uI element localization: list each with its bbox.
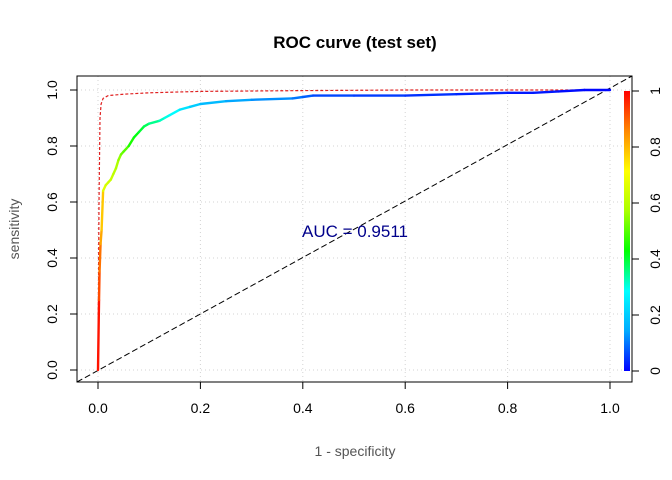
y-tick-label: 1.0 <box>44 80 60 100</box>
x-axis: 0.0 0.2 0.4 0.6 0.8 1.0 <box>88 382 620 416</box>
y-axis: 0.0 0.2 0.4 0.6 0.8 1.0 <box>44 80 77 380</box>
roc-curve <box>96 88 612 372</box>
y-tick-label: 0.8 <box>44 136 60 156</box>
roc-curve-segment <box>147 119 161 125</box>
colorbar-tick-label: 1 <box>647 87 663 95</box>
roc-curve-segment <box>97 270 101 302</box>
y-tick-label: 0.0 <box>44 360 60 380</box>
colorbar-tick-label: 0.8 <box>647 137 663 157</box>
roc-curve-segment <box>199 99 228 106</box>
roc-curve-segment <box>250 97 294 102</box>
x-axis-label: 1 - specificity <box>315 443 396 459</box>
y-tick-label: 0.4 <box>44 248 60 268</box>
x-tick-label: 0.6 <box>395 400 415 416</box>
roc-curve-segment <box>532 90 560 95</box>
roc-curve-segment <box>137 125 146 134</box>
diagonal-reference-line <box>76 75 633 383</box>
x-tick-label: 0.4 <box>293 400 313 416</box>
roc-curve-segment <box>98 242 102 274</box>
roc-curve-segment <box>404 92 458 97</box>
dashed-roc-curve <box>97 89 610 371</box>
colorbar-tick-label: 0.6 <box>647 193 663 213</box>
x-tick-label: 0.2 <box>191 400 211 416</box>
y-tick-label: 0.6 <box>44 192 60 212</box>
roc-curve-segment <box>557 88 586 93</box>
roc-curve-segment <box>301 94 315 99</box>
colorbar-tick-label: 0.4 <box>647 249 663 269</box>
y-axis-label: sensitivity <box>6 199 22 260</box>
roc-curve-segment <box>455 91 509 96</box>
colorbar: 0 0.2 0.4 0.6 0.8 1 <box>624 87 663 375</box>
x-tick-label: 0.8 <box>498 400 518 416</box>
auc-annotation: AUC = 0.9511 <box>302 222 408 241</box>
roc-curve-segment <box>168 108 182 117</box>
colorbar-tick-label: 0.2 <box>647 305 663 325</box>
roc-curve-segment <box>224 98 253 103</box>
dashed-curve-line <box>97 89 610 371</box>
roc-curve-segment <box>100 189 105 232</box>
grid <box>77 76 632 382</box>
roc-curve-segment <box>96 298 101 372</box>
colorbar-tick-label: 0 <box>647 367 663 375</box>
roc-curve-segment <box>178 105 192 111</box>
roc-curve-segment <box>99 228 103 246</box>
roc-curve-segment <box>132 130 141 139</box>
y-tick-label: 0.2 <box>44 304 60 324</box>
roc-curve-segment <box>291 95 304 100</box>
x-tick-label: 0.0 <box>88 400 108 416</box>
roc-curve-segment <box>188 102 202 109</box>
roc-curve-segment <box>127 136 136 148</box>
colorbar-gradient <box>624 91 630 371</box>
x-tick-label: 1.0 <box>600 400 620 416</box>
roc-curve-segment <box>114 158 120 170</box>
diagonal-line <box>76 75 633 383</box>
roc-curve-segment <box>122 144 130 153</box>
chart-title: ROC curve (test set) <box>273 33 436 52</box>
